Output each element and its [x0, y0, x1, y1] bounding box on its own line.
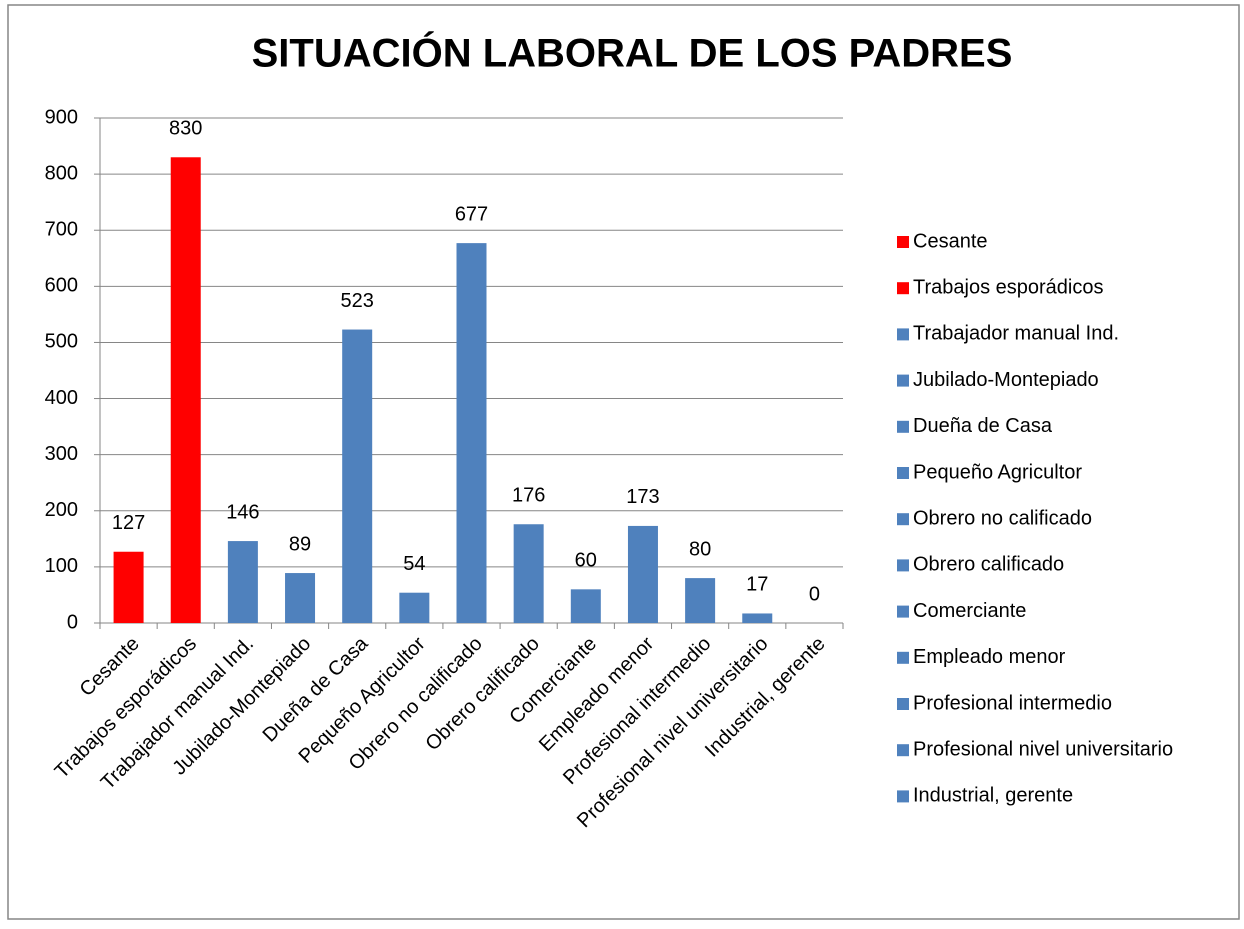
- y-tick-label: 100: [45, 555, 78, 577]
- legend-swatch: [897, 236, 909, 248]
- legend-label: Trabajos esporádicos: [913, 276, 1103, 298]
- data-label: 80: [689, 538, 711, 560]
- legend-label: Pequeño Agricultor: [913, 461, 1082, 483]
- legend-swatch: [897, 651, 909, 664]
- bar: [342, 329, 373, 623]
- chart-frame: [7, 4, 1240, 920]
- data-label: 17: [746, 574, 768, 596]
- legend-swatch: [897, 374, 909, 387]
- y-tick-label: 700: [45, 219, 78, 241]
- legend-label: Profesional intermedio: [913, 692, 1112, 714]
- bar: [285, 573, 316, 623]
- data-label: 146: [226, 501, 259, 523]
- legend-label: Comerciante: [913, 600, 1026, 622]
- data-label: 173: [626, 486, 659, 508]
- data-label: 523: [341, 290, 374, 312]
- legend-swatch: [897, 605, 909, 618]
- legend-label: Empleado menor: [913, 646, 1066, 668]
- y-tick-label: 900: [45, 106, 78, 128]
- legend-label: Trabajador manual Ind.: [913, 323, 1119, 345]
- data-label: 677: [455, 203, 488, 225]
- legend-swatch: [897, 744, 909, 757]
- data-label: 176: [512, 485, 545, 507]
- legend-label: Industrial, gerente: [913, 785, 1073, 807]
- legend-swatch: [897, 420, 909, 433]
- data-label: 0: [809, 583, 820, 605]
- bar: [113, 551, 144, 623]
- bar: [456, 243, 487, 623]
- y-tick-label: 600: [45, 275, 78, 297]
- legend-swatch: [897, 467, 909, 479]
- bar: [627, 525, 658, 623]
- data-label: 54: [403, 553, 425, 575]
- y-tick-label: 800: [45, 162, 78, 184]
- bar: [227, 541, 258, 623]
- data-label: 830: [169, 118, 202, 140]
- bar: [685, 578, 716, 623]
- legend-swatch: [897, 698, 909, 710]
- legend-swatch: [897, 328, 909, 341]
- legend-label: Obrero calificado: [913, 554, 1064, 576]
- legend-swatch: [897, 513, 909, 526]
- y-tick-label: 400: [45, 387, 78, 409]
- legend-label: Cesante: [913, 230, 988, 252]
- bar: [399, 592, 430, 623]
- legend-swatch: [897, 559, 909, 572]
- bar: [170, 157, 201, 623]
- legend-label: Profesional nivel universitario: [913, 738, 1173, 760]
- y-tick-label: 500: [45, 331, 78, 353]
- chart-title: SITUACIÓN LABORAL DE LOS PADRES: [252, 30, 1013, 76]
- y-tick-label: 200: [45, 499, 78, 521]
- data-label: 60: [575, 550, 597, 572]
- legend-label: Jubilado-Montepiado: [913, 369, 1099, 391]
- y-tick-label: 0: [67, 611, 78, 633]
- legend-swatch: [897, 790, 909, 803]
- legend-swatch: [897, 282, 909, 295]
- y-tick-label: 300: [45, 443, 78, 465]
- bar: [513, 524, 544, 623]
- data-label: 127: [112, 512, 145, 534]
- data-label: 89: [289, 533, 311, 555]
- legend-label: Obrero no calificado: [913, 507, 1092, 529]
- bar: [742, 613, 773, 623]
- legend-label: Dueña de Casa: [913, 415, 1053, 437]
- bar: [570, 589, 601, 623]
